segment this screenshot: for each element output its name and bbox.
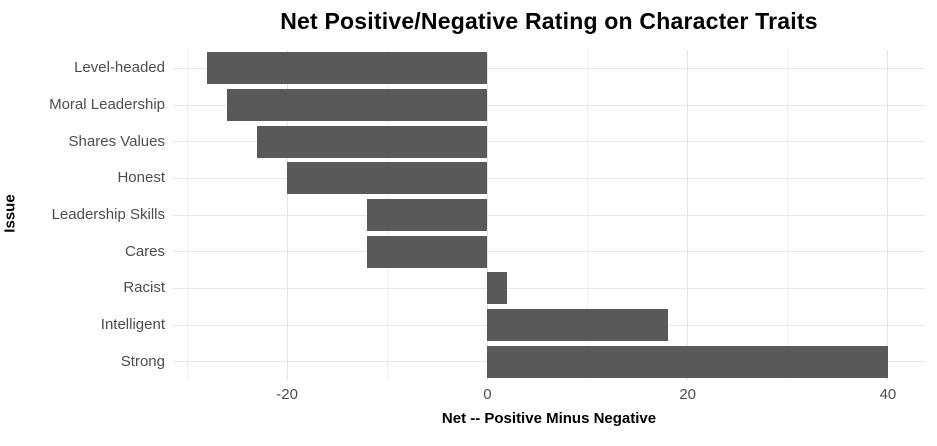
y-tick-label-intelligent: Intelligent bbox=[100, 316, 165, 333]
bar-racist bbox=[487, 272, 508, 305]
y-tick-label-moral-leadership: Moral Leadership bbox=[49, 96, 165, 113]
y-tick-label-racist: Racist bbox=[123, 279, 165, 297]
bar-intelligent bbox=[487, 309, 668, 341]
bar-honest bbox=[287, 162, 488, 195]
x-tick-label-40: 40 bbox=[879, 386, 897, 403]
y-tick-label-honest: Honest bbox=[117, 169, 165, 187]
bar-moral-leadership bbox=[227, 89, 488, 121]
bar-shares-values bbox=[257, 125, 488, 158]
gridline-y-shares-values bbox=[173, 141, 925, 143]
gridline-y-leadership-skills bbox=[173, 214, 925, 216]
gridline-y-racist bbox=[173, 287, 925, 289]
chart-title: Net Positive/Negative Rating on Characte… bbox=[280, 8, 818, 34]
bar-cares bbox=[367, 235, 488, 268]
y-tick-label-shares-values: Shares Values bbox=[68, 132, 165, 150]
x-tick-label-0: 0 bbox=[483, 386, 492, 403]
gridline-y-honest bbox=[173, 177, 925, 179]
x-tick-label--20: -20 bbox=[276, 386, 298, 403]
y-tick-label-strong: Strong bbox=[120, 352, 165, 370]
x-axis-title: Net -- Positive Minus Negative bbox=[441, 410, 657, 427]
y-tick-label-level-headed: Level-headed bbox=[74, 59, 165, 77]
bar-leadership-skills bbox=[367, 199, 488, 231]
gridline-y-moral-leadership bbox=[173, 104, 925, 106]
y-tick-label-cares: Cares bbox=[124, 242, 165, 260]
bar-level-headed bbox=[207, 52, 488, 85]
gridline-y-cares bbox=[173, 251, 925, 253]
gridline-y-level-headed bbox=[173, 67, 925, 69]
x-tick-label-20: 20 bbox=[679, 386, 697, 403]
bar-strong bbox=[487, 345, 888, 378]
plot-panel bbox=[173, 50, 925, 380]
y-tick-label-leadership-skills: Leadership Skills bbox=[51, 206, 165, 223]
